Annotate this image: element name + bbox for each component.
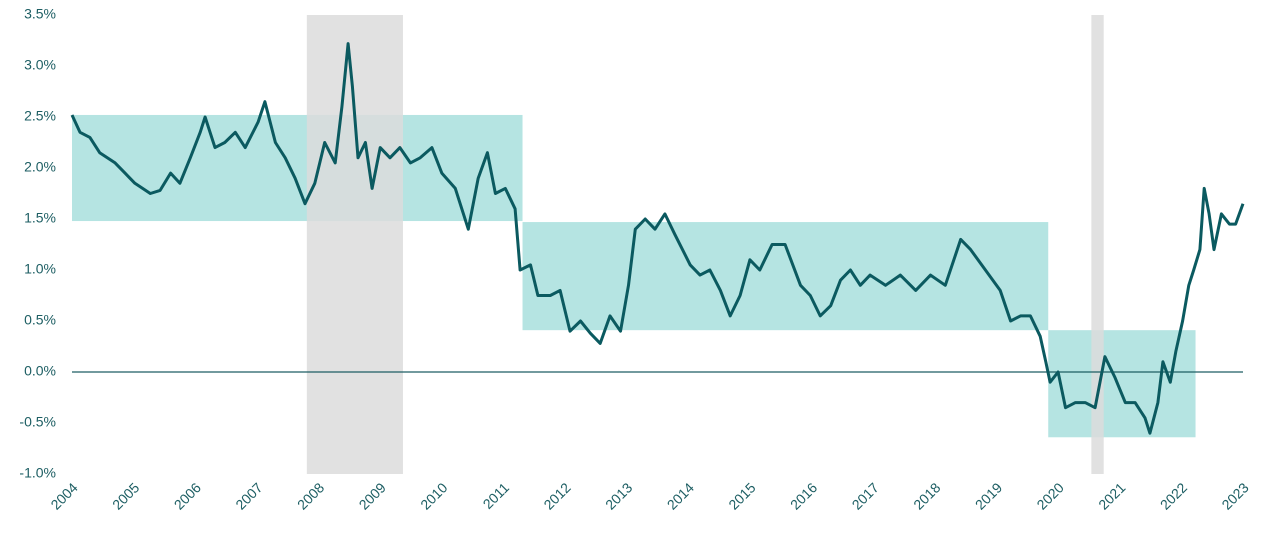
x-tick-label: 2023 xyxy=(1218,479,1251,512)
y-tick-label: -1.0% xyxy=(19,465,56,481)
x-tick-label: 2005 xyxy=(109,479,142,512)
y-tick-label: 3.5% xyxy=(24,6,56,22)
recession-band xyxy=(1091,15,1104,474)
x-tick-label: 2009 xyxy=(356,479,389,512)
x-tick-label: 2010 xyxy=(417,479,450,512)
x-tick-label: 2022 xyxy=(1157,479,1190,512)
y-tick-label: 0.0% xyxy=(24,363,56,379)
x-tick-label: 2004 xyxy=(47,479,80,512)
x-tick-label: 2018 xyxy=(910,479,943,512)
x-tick-label: 2020 xyxy=(1034,479,1067,512)
x-tick-label: 2019 xyxy=(972,479,1005,512)
y-tick-label: 3.0% xyxy=(24,57,56,73)
y-tick-label: -0.5% xyxy=(19,414,56,430)
y-tick-label: 1.5% xyxy=(24,210,56,226)
series-line xyxy=(70,42,1245,435)
x-tick-label: 2007 xyxy=(232,479,265,512)
x-tick-label: 2011 xyxy=(480,479,513,512)
y-tick-label: 2.5% xyxy=(24,108,56,124)
x-tick-label: 2006 xyxy=(171,479,204,512)
y-tick-label: 2.0% xyxy=(24,159,56,175)
x-tick-label: 2012 xyxy=(540,479,573,512)
x-tick-label: 2015 xyxy=(725,479,758,512)
x-tick-label: 2021 xyxy=(1095,479,1128,512)
y-tick-label: 1.0% xyxy=(24,261,56,277)
y-tick-label: 0.5% xyxy=(24,312,56,328)
range-band xyxy=(1048,330,1196,438)
range-band xyxy=(72,114,523,222)
x-tick-label: 2013 xyxy=(602,479,635,512)
x-tick-label: 2008 xyxy=(294,479,327,512)
x-tick-label: 2017 xyxy=(849,479,882,512)
recession-band xyxy=(306,15,403,474)
range-band xyxy=(522,222,1049,331)
x-tick-label: 2014 xyxy=(664,479,697,512)
x-tick-label: 2016 xyxy=(787,479,820,512)
